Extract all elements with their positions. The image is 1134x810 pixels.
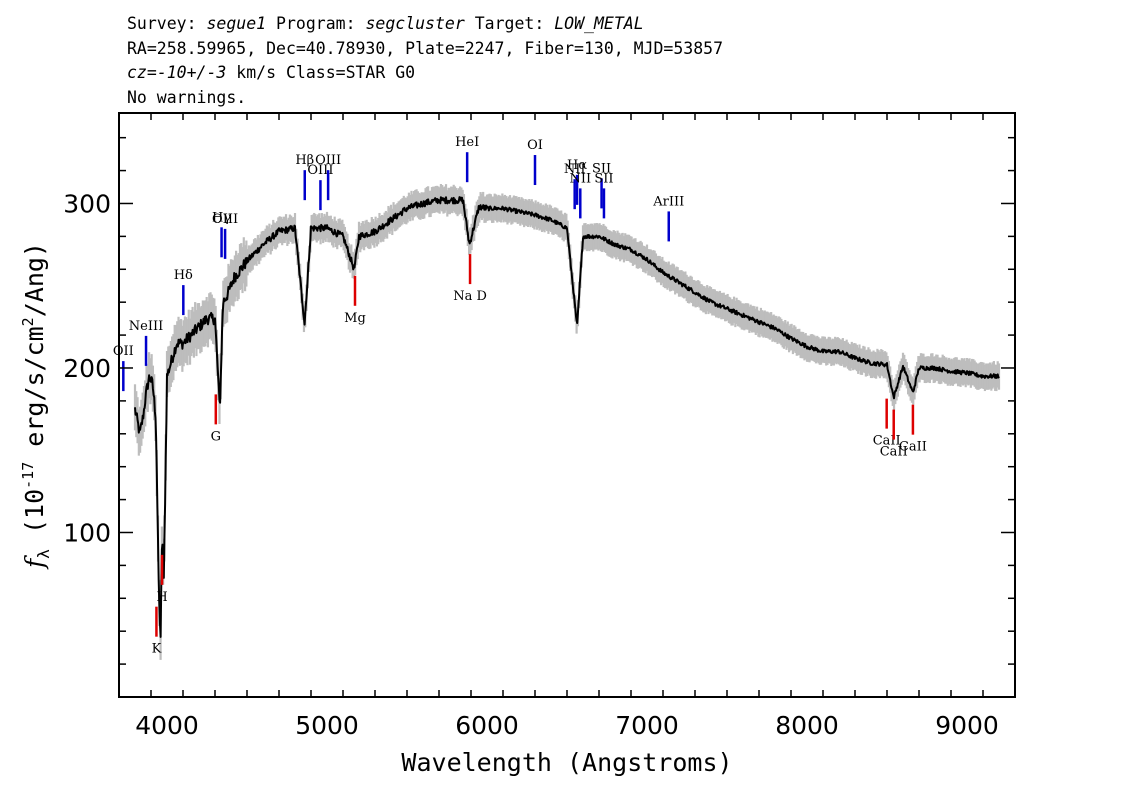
emission-line-label: ArIII (652, 194, 684, 209)
survey-line: Survey: segue1 Program: segcluster Targe… (127, 14, 644, 33)
y-tick-label: 200 (63, 354, 111, 383)
x-tick-label: 7000 (615, 711, 679, 740)
y-axis-title: fλ (10-17 erg/s/cm2/Ang) (19, 242, 53, 570)
cz-value: -10+/-3 (156, 63, 227, 82)
axis-ticks: 4000 5000 6000 7000 8000 9000 100 200 300 (63, 113, 1016, 740)
emission-line-label: Hα (567, 158, 587, 173)
emission-line-label: SII (592, 161, 611, 176)
emission-line-label: NII (569, 171, 591, 186)
absorption-line-label: CaII (899, 440, 927, 455)
emission-line-label: Hγ (212, 210, 231, 225)
y-tick-label: 100 (63, 518, 111, 547)
emission-line-label: NeIII (129, 319, 163, 334)
emission-line-label: OII (113, 344, 134, 359)
spectrum-header: Survey: segue1 Program: segcluster Targe… (127, 12, 723, 110)
x-tick-label: 6000 (455, 711, 519, 740)
emission-line-label: OIII (315, 153, 341, 168)
coordinates-line: RA=258.59965, Dec=40.78930, Plate=2247, … (127, 38, 724, 58)
absorption-line-label: CaII (880, 445, 908, 460)
absorption-line-label: Mg (344, 311, 366, 326)
emission-line-label: SII (594, 171, 613, 186)
error-band (133, 184, 1001, 660)
x-axis-title: Wavelength (Angstroms) (401, 748, 732, 777)
emission-line-label: NII (564, 162, 586, 177)
emission-line-label: Hδ (174, 268, 193, 283)
absorption-line-label: K (152, 642, 162, 657)
emission-line-label: HeI (455, 135, 479, 150)
emission-line-label: OIII (212, 212, 238, 227)
emission-line-label: OI (527, 138, 543, 153)
spectrum-series (134, 196, 1000, 638)
y-tick-label: 300 (63, 189, 111, 218)
spectrum-line (134, 196, 1000, 638)
redshift-line: cz=-10+/-3 km/s Class=STAR G0 (127, 63, 416, 82)
program-name: segcluster (365, 14, 465, 33)
target-name: LOW_METAL (554, 14, 644, 33)
absorption-line-label: H (156, 590, 167, 605)
survey-name: segue1 (206, 14, 267, 33)
x-tick-label: 8000 (775, 711, 839, 740)
absorption-line-label: G (211, 429, 221, 444)
plot-frame (118, 112, 1016, 698)
x-tick-label: 9000 (935, 711, 999, 740)
absorption-line-label: Na D (453, 289, 487, 304)
x-tick-label: 5000 (295, 711, 359, 740)
x-tick-label: 4000 (135, 711, 199, 740)
warnings-line: No warnings. (127, 87, 247, 107)
emission-line-label: Hβ (295, 153, 314, 168)
